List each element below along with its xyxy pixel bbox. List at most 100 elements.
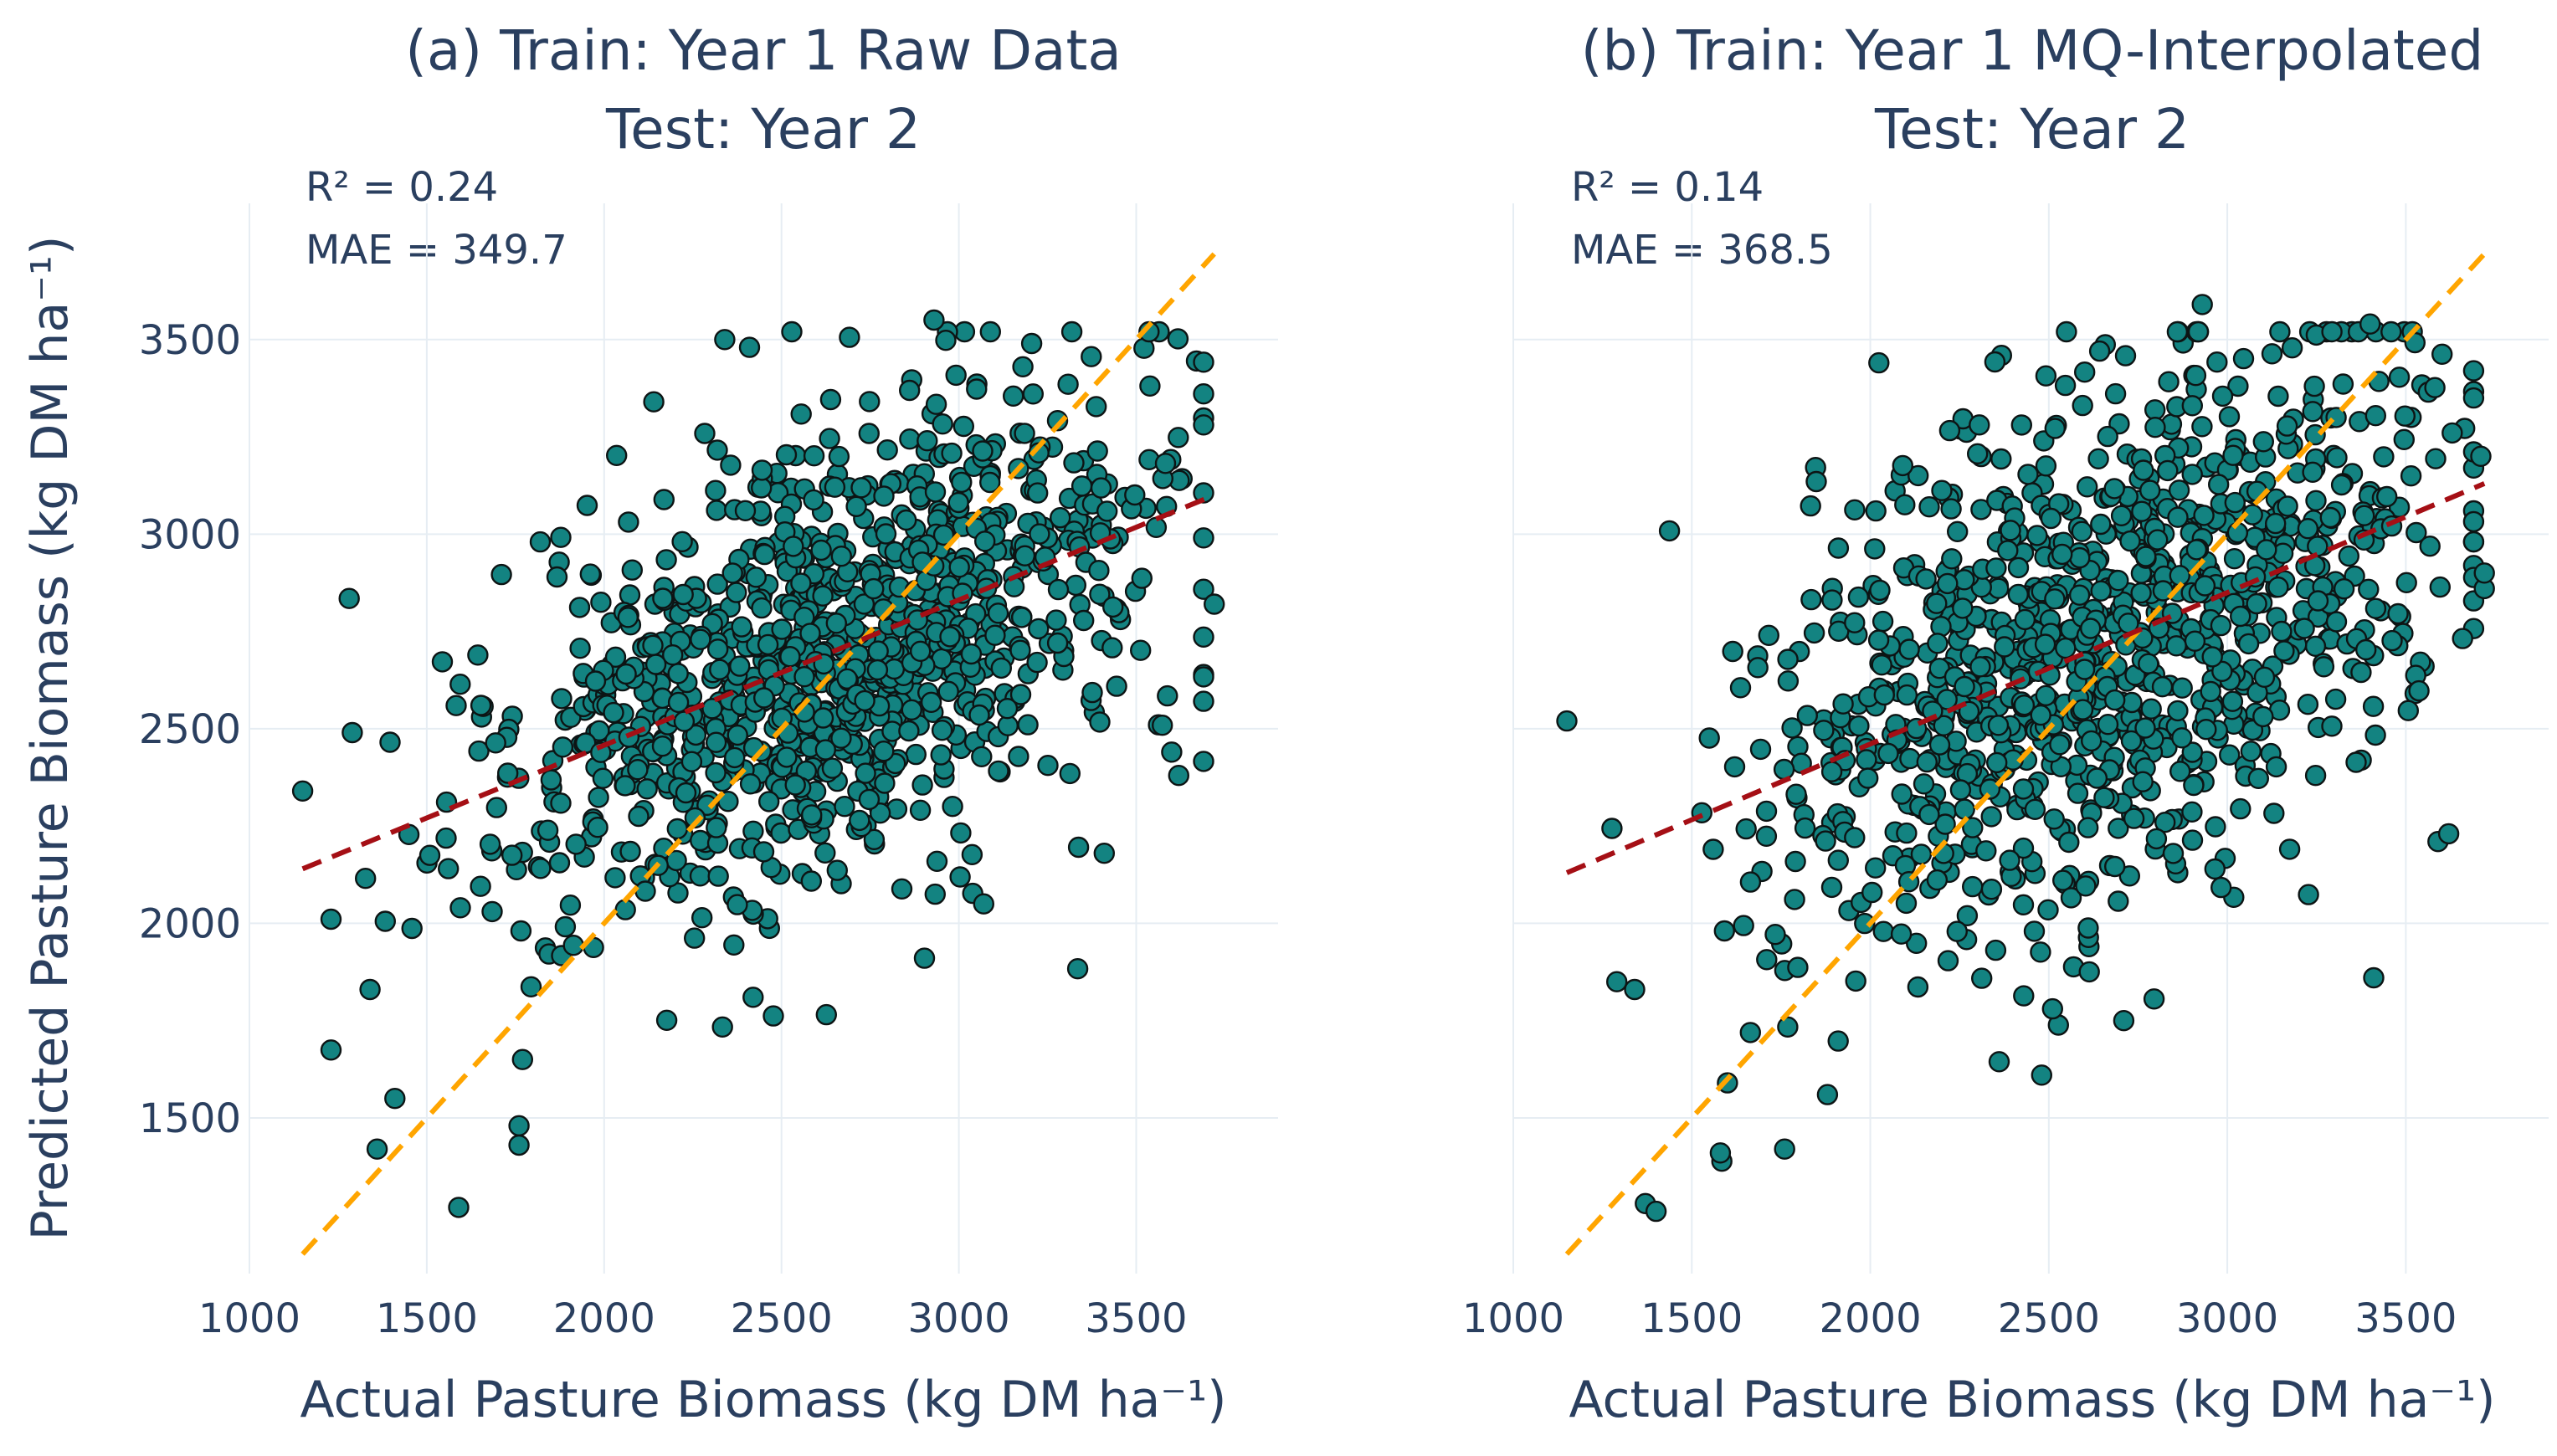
panel-b-data-point-284	[2362, 695, 2385, 717]
panel-b-data-point-713	[1910, 843, 1933, 865]
panel-a-data-point-704	[1151, 715, 1173, 736]
panel-a-data-point-641	[901, 699, 923, 720]
panel-a-data-point-367	[775, 443, 798, 466]
panel-b-data-point-1022	[2013, 985, 2035, 1007]
panel-a-data-point-356	[655, 1009, 678, 1032]
panel-b-data-point-913	[2302, 401, 2323, 423]
panel-a-data-point-196	[355, 867, 377, 889]
panel-a-data-point-594	[706, 573, 728, 595]
panel-b-data-point-998	[2165, 635, 2187, 657]
panel-b-data-point-725	[1832, 693, 1854, 715]
panel-a-data-point-236	[684, 927, 706, 949]
panel-a-data-point-796	[873, 741, 895, 762]
panel-b-data-point-976	[1820, 761, 1843, 782]
panel-b-data-point-452	[1871, 654, 1892, 676]
panel-a-y-tick-label-1500: 1500	[139, 1095, 241, 1142]
panel-b-x-tick-label-1500: 1500	[1640, 1295, 1743, 1342]
panel-a-x-tick-label-1500: 1500	[376, 1295, 478, 1342]
panel-b-data-point-97	[1827, 1030, 1849, 1052]
panel-a-data-point-1090	[643, 391, 665, 413]
panel-b-identity-line	[1564, 252, 2487, 1256]
panel-a-data-point-874	[947, 491, 969, 514]
panel-a-data-point-1018	[592, 767, 614, 789]
panel-b-data-point-887	[2364, 597, 2387, 619]
panel-b-data-point-779	[2237, 633, 2260, 655]
panel-b-data-point-1071	[2364, 405, 2387, 427]
panel-a-data-point-988	[1090, 477, 1112, 499]
panel-b-data-point-992	[1856, 749, 1877, 771]
panel-a-y-tick-label-3000: 3000	[139, 511, 241, 558]
panel-a-data-point-940	[984, 624, 1006, 646]
panel-b-data-point-642	[1895, 892, 1918, 915]
panel-a-data-point-1040	[706, 817, 727, 838]
panel-a-title-line2: Test: Year 2	[605, 97, 921, 161]
panel-a-data-point-805	[863, 577, 885, 600]
panel-b-data-point-770	[1916, 751, 1938, 773]
panel-b-data-point-1038	[2087, 448, 2109, 469]
panel-a-data-point-823	[627, 759, 649, 781]
panel-b-reference-lines	[1564, 252, 2487, 1256]
panel-b-data-point-822	[2253, 666, 2276, 688]
panel-a-data-point-166	[899, 428, 921, 450]
panel-b-data-point-258	[2035, 365, 2057, 387]
panel-b-data-point-926	[2298, 884, 2319, 905]
panel-a-tick-labels: 1000 1500 2000 2500 3000 3500 1500 2000 2500 3000…	[139, 317, 1188, 1342]
panel-b-data-point-325	[1984, 939, 2007, 961]
panel-a-data-point-1087	[508, 1115, 530, 1137]
panel-b-data-point-496	[2462, 387, 2485, 409]
panel-a-data-point-802	[1063, 452, 1085, 474]
panel-b-data-point-426	[2223, 548, 2246, 570]
panel-b-data-point-1019	[2229, 605, 2251, 628]
panel-a-data-point-339	[619, 584, 641, 606]
panel-b-data-point-274	[2108, 818, 2129, 839]
panel-b-data-point-909	[1756, 949, 1778, 971]
panel-a-data-point-865	[839, 326, 860, 348]
panel-a-data-point-201	[569, 638, 591, 659]
panel-b-data-point-1016	[2097, 425, 2118, 448]
panel-b-data-point-110	[2144, 399, 2166, 421]
panel-a-data-point-701	[684, 807, 706, 829]
panel-b-data-point-338	[1729, 677, 1752, 699]
panel-a-data-point-825	[694, 423, 716, 444]
panel-b-data-point-313	[1970, 967, 1993, 989]
panel-b-data-point-991	[1758, 624, 1780, 646]
panel-b-data-point-908	[2424, 377, 2446, 398]
panel-a-data-point-943	[727, 894, 748, 915]
panel-b-mae-annotation: MAE = 368.5	[1571, 227, 1833, 274]
panel-b-data-point-201	[2373, 446, 2395, 468]
panel-b-data-point-800	[2068, 584, 2091, 606]
panel-a-data-point-869	[1014, 423, 1035, 444]
panel-b-data-point-1047	[2207, 474, 2230, 495]
panel-b-data-point-1024	[2185, 539, 2208, 561]
panel-b-data-point-1006	[2302, 461, 2323, 483]
panel-b-data-point-1002	[2194, 575, 2216, 597]
panel-a-regression-fit-line	[301, 493, 1215, 872]
panel-a-data-point-788	[1066, 957, 1089, 980]
panel-a-mae-annotation: MAE = 349.7	[306, 227, 567, 274]
panel-a-data-point-159	[1193, 383, 1214, 405]
panel-b-data-point-156	[2406, 521, 2427, 544]
panel-b-data-point-44	[2332, 373, 2354, 395]
panel-a-data-point-239	[834, 796, 855, 818]
panel-b-data-point-511	[2319, 506, 2342, 529]
panel-a-data-point-8	[379, 731, 401, 753]
panel-b-data-point-944	[1954, 798, 1975, 820]
panel-a-data-point-434	[819, 388, 842, 411]
panel-b-data-point-941	[2338, 545, 2360, 567]
panel-a-data-point-72	[790, 403, 812, 425]
panel-b-data-point-304	[2227, 375, 2249, 397]
panel-b-data-point-710	[1905, 932, 1928, 955]
panel-b-data-point-960	[2211, 385, 2234, 408]
panel-a-data-point-722	[576, 495, 598, 516]
panel-b-data-point-1025	[2024, 798, 2046, 820]
panel-a-data-point-1072	[603, 701, 624, 724]
panel-a-data-point-950	[849, 809, 870, 832]
panel-b-data-point-784	[2267, 385, 2289, 408]
panel-b-data-point-593	[1931, 479, 1953, 501]
panel-a-data-point-850	[685, 724, 707, 746]
panel-b-data-point-1070	[2073, 659, 2096, 680]
panel-b-regression-fit-line	[1565, 481, 2486, 875]
panel-a-data-point-120	[467, 644, 489, 666]
panel-a-data-point-1076	[973, 531, 996, 552]
panel-a-data-point-888	[961, 843, 983, 865]
